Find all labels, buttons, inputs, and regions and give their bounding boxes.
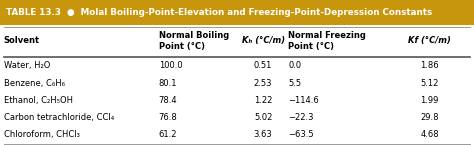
Text: 61.2: 61.2 [159, 130, 177, 139]
Text: 76.8: 76.8 [159, 113, 178, 122]
Text: −114.6: −114.6 [288, 96, 319, 105]
Text: 100.0: 100.0 [159, 61, 182, 70]
Bar [0, 25, 474, 145]
Text: −22.3: −22.3 [288, 113, 314, 122]
Text: 5.5: 5.5 [288, 79, 301, 88]
Text: Chloroform, CHCl₃: Chloroform, CHCl₃ [4, 130, 80, 139]
Text: 80.1: 80.1 [159, 79, 177, 88]
Text: 1.86: 1.86 [420, 61, 439, 70]
Text: Normal Freezing
Point (°C): Normal Freezing Point (°C) [288, 31, 366, 51]
Text: 3.63: 3.63 [254, 130, 273, 139]
Text: Ethanol, C₂H₅OH: Ethanol, C₂H₅OH [4, 96, 73, 105]
Text: Water, H₂O: Water, H₂O [4, 61, 50, 70]
Text: Benzene, C₆H₆: Benzene, C₆H₆ [4, 79, 65, 88]
Text: Solvent: Solvent [4, 36, 40, 45]
Text: 29.8: 29.8 [420, 113, 439, 122]
Text: 5.02: 5.02 [254, 113, 272, 122]
Text: 78.4: 78.4 [159, 96, 177, 105]
Text: 1.22: 1.22 [254, 96, 272, 105]
Text: 2.53: 2.53 [254, 79, 273, 88]
Text: Kf (°C/m): Kf (°C/m) [408, 36, 451, 45]
Text: 1.99: 1.99 [420, 96, 438, 105]
Text: Carbon tetrachloride, CCl₄: Carbon tetrachloride, CCl₄ [4, 113, 114, 122]
Text: 4.68: 4.68 [420, 130, 439, 139]
Text: −63.5: −63.5 [288, 130, 314, 139]
Text: TABLE 13.3  ●  Molal Boiling-Point-Elevation and Freezing-Point-Depression Const: TABLE 13.3 ● Molal Boiling-Point-Elevati… [6, 8, 432, 17]
Text: Normal Boiling
Point (°C): Normal Boiling Point (°C) [159, 31, 229, 51]
Text: 5.12: 5.12 [420, 79, 438, 88]
Text: 0.0: 0.0 [288, 61, 301, 70]
Text: 0.51: 0.51 [254, 61, 272, 70]
Text: Kₕ (°C/m): Kₕ (°C/m) [242, 36, 284, 45]
Bar [0, 0, 474, 25]
